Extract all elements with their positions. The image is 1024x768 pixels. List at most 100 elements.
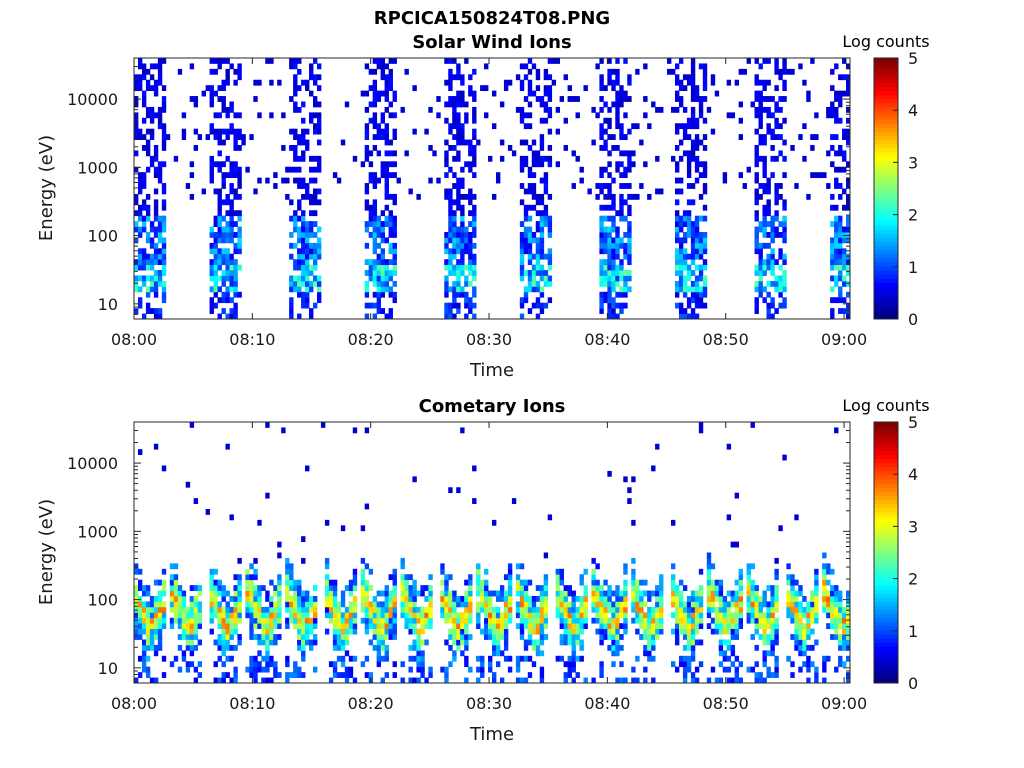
cell — [690, 123, 696, 130]
cell — [619, 264, 624, 271]
cell — [706, 552, 712, 559]
cell — [822, 661, 827, 668]
cell — [834, 96, 839, 102]
cell — [798, 617, 803, 624]
cell — [535, 286, 541, 293]
cell — [448, 237, 453, 244]
cell — [651, 617, 656, 624]
colorbar-step — [874, 115, 898, 120]
cell — [460, 237, 465, 244]
cell — [384, 634, 389, 640]
cell — [245, 601, 250, 608]
cell — [830, 112, 835, 119]
cell — [774, 574, 779, 581]
cell — [631, 476, 636, 483]
cell — [468, 280, 473, 287]
cell — [297, 253, 302, 260]
cell — [452, 96, 457, 102]
cell — [686, 134, 692, 140]
cell — [229, 128, 234, 135]
cell — [225, 590, 230, 597]
cell — [698, 101, 704, 108]
cell — [523, 226, 529, 233]
cell — [674, 623, 680, 630]
cell — [583, 617, 588, 624]
cell — [229, 106, 234, 113]
colorbar-step — [874, 58, 898, 63]
cell — [141, 612, 147, 619]
cell — [607, 232, 612, 238]
colorbar-step — [874, 426, 898, 431]
cell — [830, 161, 835, 168]
cell — [834, 623, 839, 630]
cell — [782, 221, 787, 227]
cell — [555, 612, 561, 619]
cell — [686, 150, 692, 157]
cell — [368, 177, 374, 184]
cell — [289, 286, 294, 293]
cell — [499, 155, 505, 162]
cell — [698, 193, 704, 200]
cell — [615, 242, 620, 249]
cell — [702, 215, 708, 222]
cell — [149, 308, 155, 314]
cell — [332, 666, 338, 673]
cell — [472, 221, 477, 227]
cell — [603, 617, 608, 624]
colorbar-step — [874, 613, 898, 619]
cell — [515, 677, 521, 684]
cell — [758, 253, 763, 260]
cell — [177, 617, 183, 624]
cell — [766, 585, 771, 591]
cell — [810, 590, 815, 597]
cell — [619, 204, 624, 211]
cell — [507, 79, 513, 86]
cell — [313, 96, 318, 102]
cell — [193, 644, 199, 651]
cell — [372, 644, 378, 651]
cell — [460, 221, 465, 227]
cell — [750, 666, 755, 673]
cell — [352, 606, 358, 613]
cell — [237, 617, 242, 624]
cell — [134, 79, 139, 86]
cell — [627, 150, 632, 157]
cell — [774, 215, 779, 222]
cell — [539, 628, 545, 635]
cell — [444, 150, 449, 157]
cell — [690, 58, 696, 64]
cell — [253, 672, 258, 678]
cell — [145, 612, 151, 619]
cell — [579, 574, 584, 581]
cell — [686, 264, 692, 271]
cell — [555, 58, 561, 64]
cell — [404, 68, 409, 75]
cell — [738, 617, 743, 624]
cell — [253, 96, 258, 102]
cell — [643, 623, 648, 630]
cell — [209, 574, 214, 581]
cell — [364, 585, 370, 591]
cell — [778, 96, 783, 102]
cell — [301, 183, 306, 189]
cell — [273, 639, 278, 646]
cell — [145, 85, 151, 92]
cell — [213, 590, 218, 597]
cell — [376, 308, 382, 314]
cell — [563, 145, 568, 151]
cell — [559, 623, 564, 630]
cell — [452, 253, 457, 260]
cell — [782, 117, 787, 124]
cell — [145, 264, 151, 271]
cell — [563, 634, 568, 640]
cell — [571, 661, 576, 668]
cell — [277, 79, 282, 86]
cell — [348, 672, 354, 678]
cell — [571, 183, 576, 189]
cell — [492, 123, 497, 130]
cell — [305, 248, 310, 255]
cell — [527, 672, 533, 678]
cell — [305, 275, 310, 282]
cell — [615, 79, 620, 86]
cell — [615, 677, 620, 684]
